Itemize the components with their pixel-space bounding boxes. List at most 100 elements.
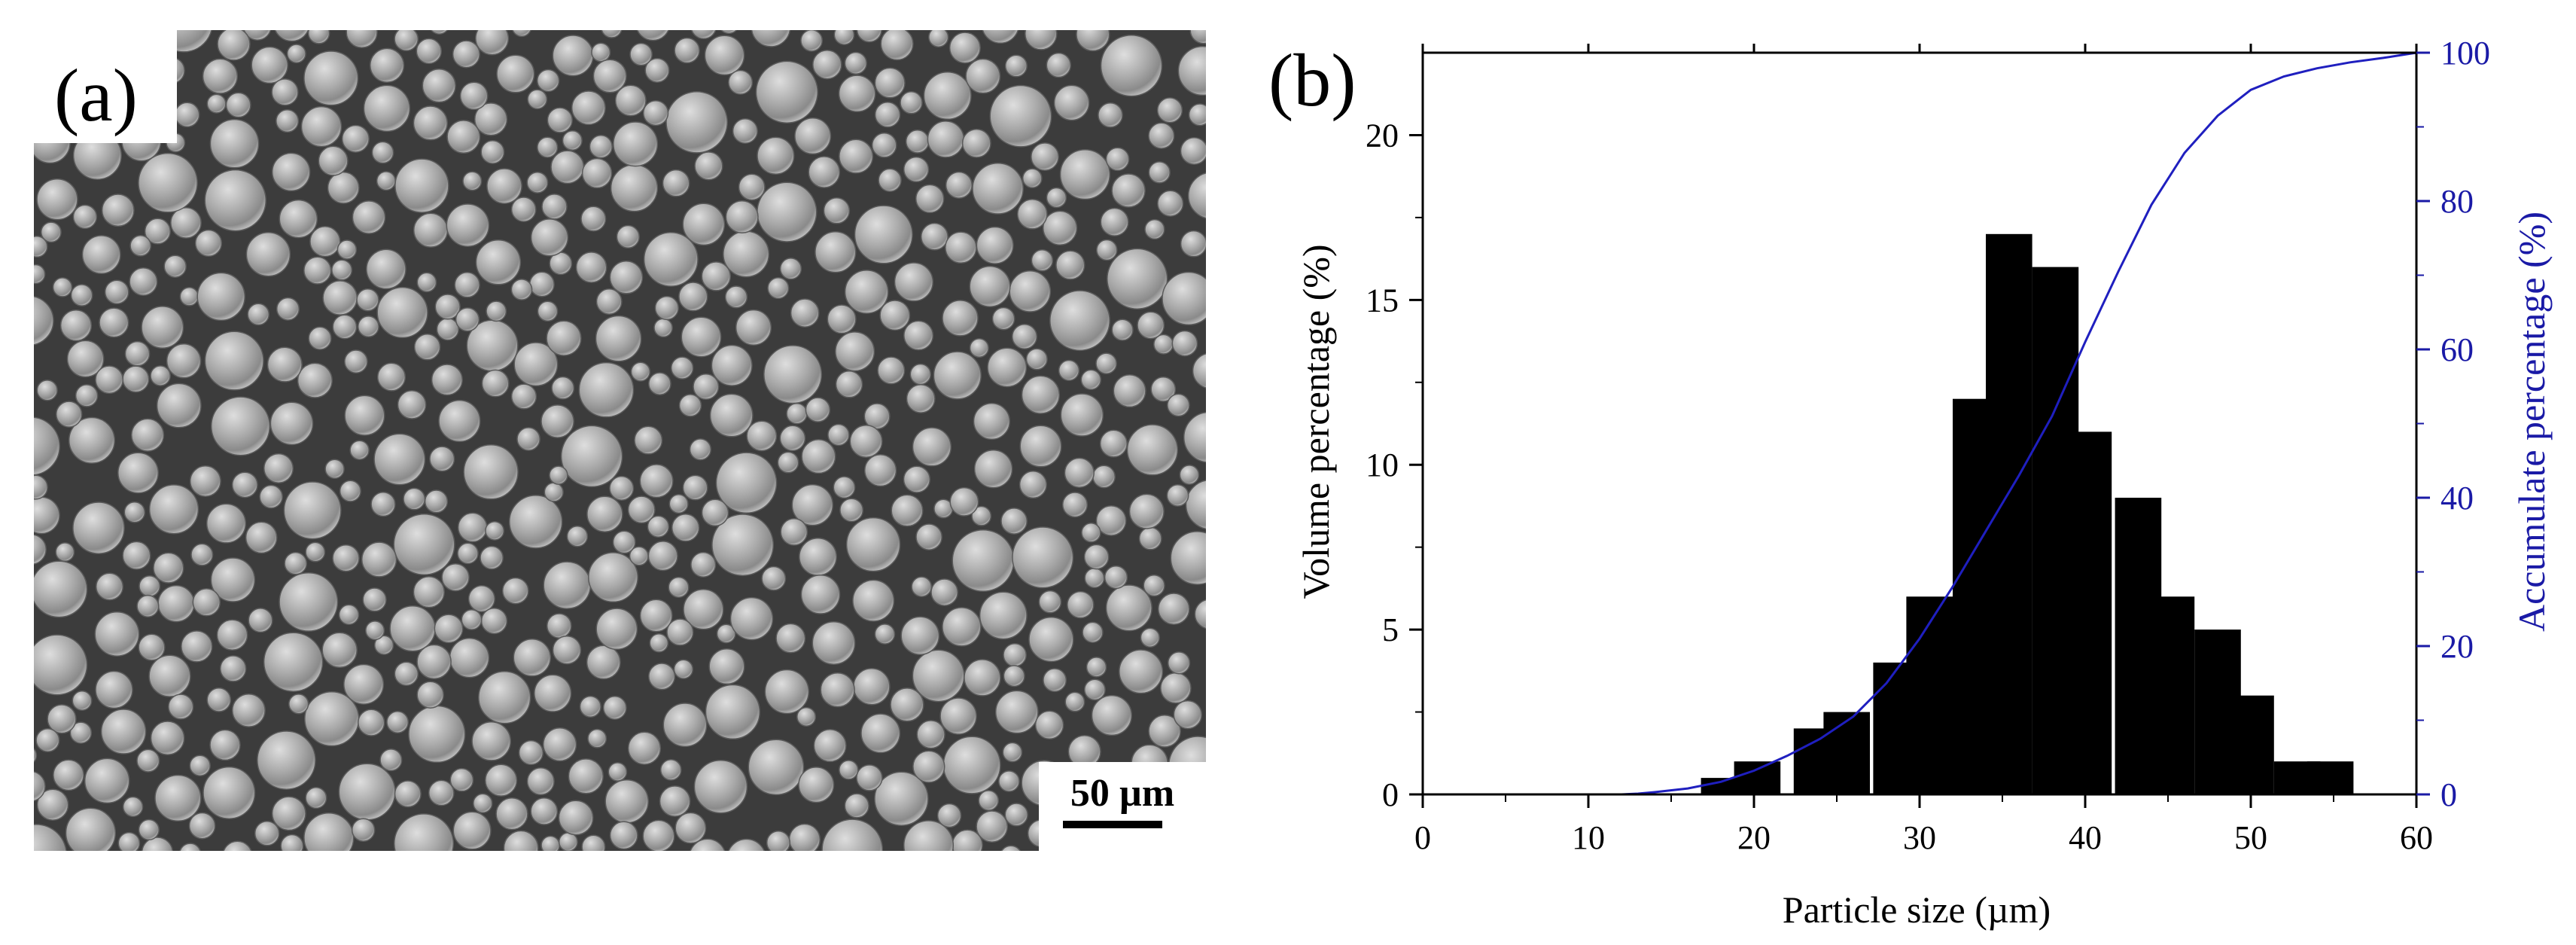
powder-particle [271, 78, 299, 106]
powder-particle [936, 803, 962, 828]
powder-particle [339, 480, 361, 502]
powder-particle [579, 695, 601, 718]
powder-particle [860, 713, 901, 754]
powder-particle [647, 515, 670, 538]
histogram-bars [1701, 233, 2354, 795]
powder-particle [122, 796, 144, 818]
powder-particle [877, 356, 906, 385]
powder-particle [839, 498, 864, 523]
powder-particle [1043, 668, 1067, 693]
powder-particle [732, 117, 758, 145]
powder-particle [906, 383, 936, 413]
powder-particle [948, 32, 981, 64]
powder-particle [1076, 30, 1110, 52]
powder-particle [376, 362, 406, 392]
powder-particle [513, 342, 559, 387]
powder-particle [366, 248, 406, 290]
powder-particle [1183, 412, 1206, 463]
powder-particle [1192, 353, 1206, 389]
powder-particle [666, 618, 694, 646]
powder-particle [1179, 465, 1200, 485]
powder-particle [874, 67, 906, 99]
powder-particle [1019, 471, 1047, 499]
powder-particle [540, 404, 574, 438]
powder-particle [72, 501, 125, 554]
powder-particle [357, 316, 379, 338]
powder-particle [321, 632, 358, 669]
powder-particle [1025, 30, 1058, 50]
powder-particle [510, 197, 537, 222]
powder-particle [438, 399, 481, 443]
powder-particle [874, 623, 896, 645]
powder-particle [1028, 616, 1074, 663]
powder-particle [644, 57, 670, 83]
powder-particle [766, 830, 791, 851]
powder-particle [1148, 715, 1181, 748]
powder-particle [854, 205, 913, 264]
powder-particle [916, 720, 945, 749]
powder-particle [823, 197, 851, 224]
powder-particle [204, 331, 264, 391]
powder-particle [845, 517, 901, 572]
powder-particle [52, 277, 73, 297]
powder-particle [284, 551, 308, 575]
powder-particle [1011, 323, 1038, 350]
powder-particle [181, 630, 213, 663]
powder-particle [130, 418, 165, 452]
powder-particle [639, 464, 674, 498]
powder-particle [1083, 678, 1106, 701]
powder-particle [424, 489, 449, 514]
powder-particle [704, 35, 745, 76]
powder-particle [338, 763, 396, 821]
powder-particle [1098, 102, 1123, 128]
powder-particle [1091, 694, 1133, 736]
powder-particle [257, 730, 316, 790]
powder-particle [609, 821, 638, 850]
powder-particle [394, 158, 449, 213]
powder-particle [413, 334, 441, 361]
powder-particle [1081, 523, 1101, 543]
panel-a-label-box [34, 30, 177, 143]
powder-particle [307, 30, 330, 44]
powder-particle [473, 102, 508, 136]
powder-particle [779, 258, 802, 280]
powder-particle [1105, 584, 1153, 632]
powder-particle [322, 280, 358, 316]
powder-particle [1019, 425, 1062, 468]
powder-particle [394, 780, 422, 808]
powder-particle [690, 551, 717, 578]
powder-particle [874, 101, 901, 128]
powder-particle [546, 320, 582, 356]
powder-particle [649, 633, 669, 653]
powder-particle [575, 251, 607, 283]
powder-particle [219, 655, 247, 682]
powder-particle [614, 84, 647, 117]
powder-particle [668, 576, 690, 598]
powder-particle [800, 30, 824, 52]
powder-particle [589, 135, 613, 159]
powder-particle [1058, 359, 1080, 382]
powder-particle [34, 771, 46, 802]
powder-particle [34, 235, 48, 258]
powder-particle [428, 779, 455, 806]
powder-particle [288, 694, 309, 715]
powder-particle [1092, 465, 1116, 489]
powder-particle [251, 46, 288, 84]
powder-particle [332, 544, 360, 572]
powder-particle [34, 416, 61, 476]
powder-particle [720, 30, 738, 35]
powder-particle [150, 365, 171, 386]
powder-particle [813, 729, 847, 763]
powder-particle [34, 264, 46, 285]
powder-particle [552, 35, 594, 77]
powder-particle [1084, 568, 1105, 589]
powder-particle [104, 279, 129, 305]
powder-particle [530, 797, 559, 825]
powder-particle [801, 439, 836, 474]
powder-particle [1031, 142, 1059, 172]
powder-particle [705, 684, 761, 740]
powder-particle [1104, 565, 1128, 590]
y2-tick-label: 0 [2441, 776, 2457, 813]
powder-particle [361, 541, 397, 578]
powder-particle [247, 303, 270, 326]
